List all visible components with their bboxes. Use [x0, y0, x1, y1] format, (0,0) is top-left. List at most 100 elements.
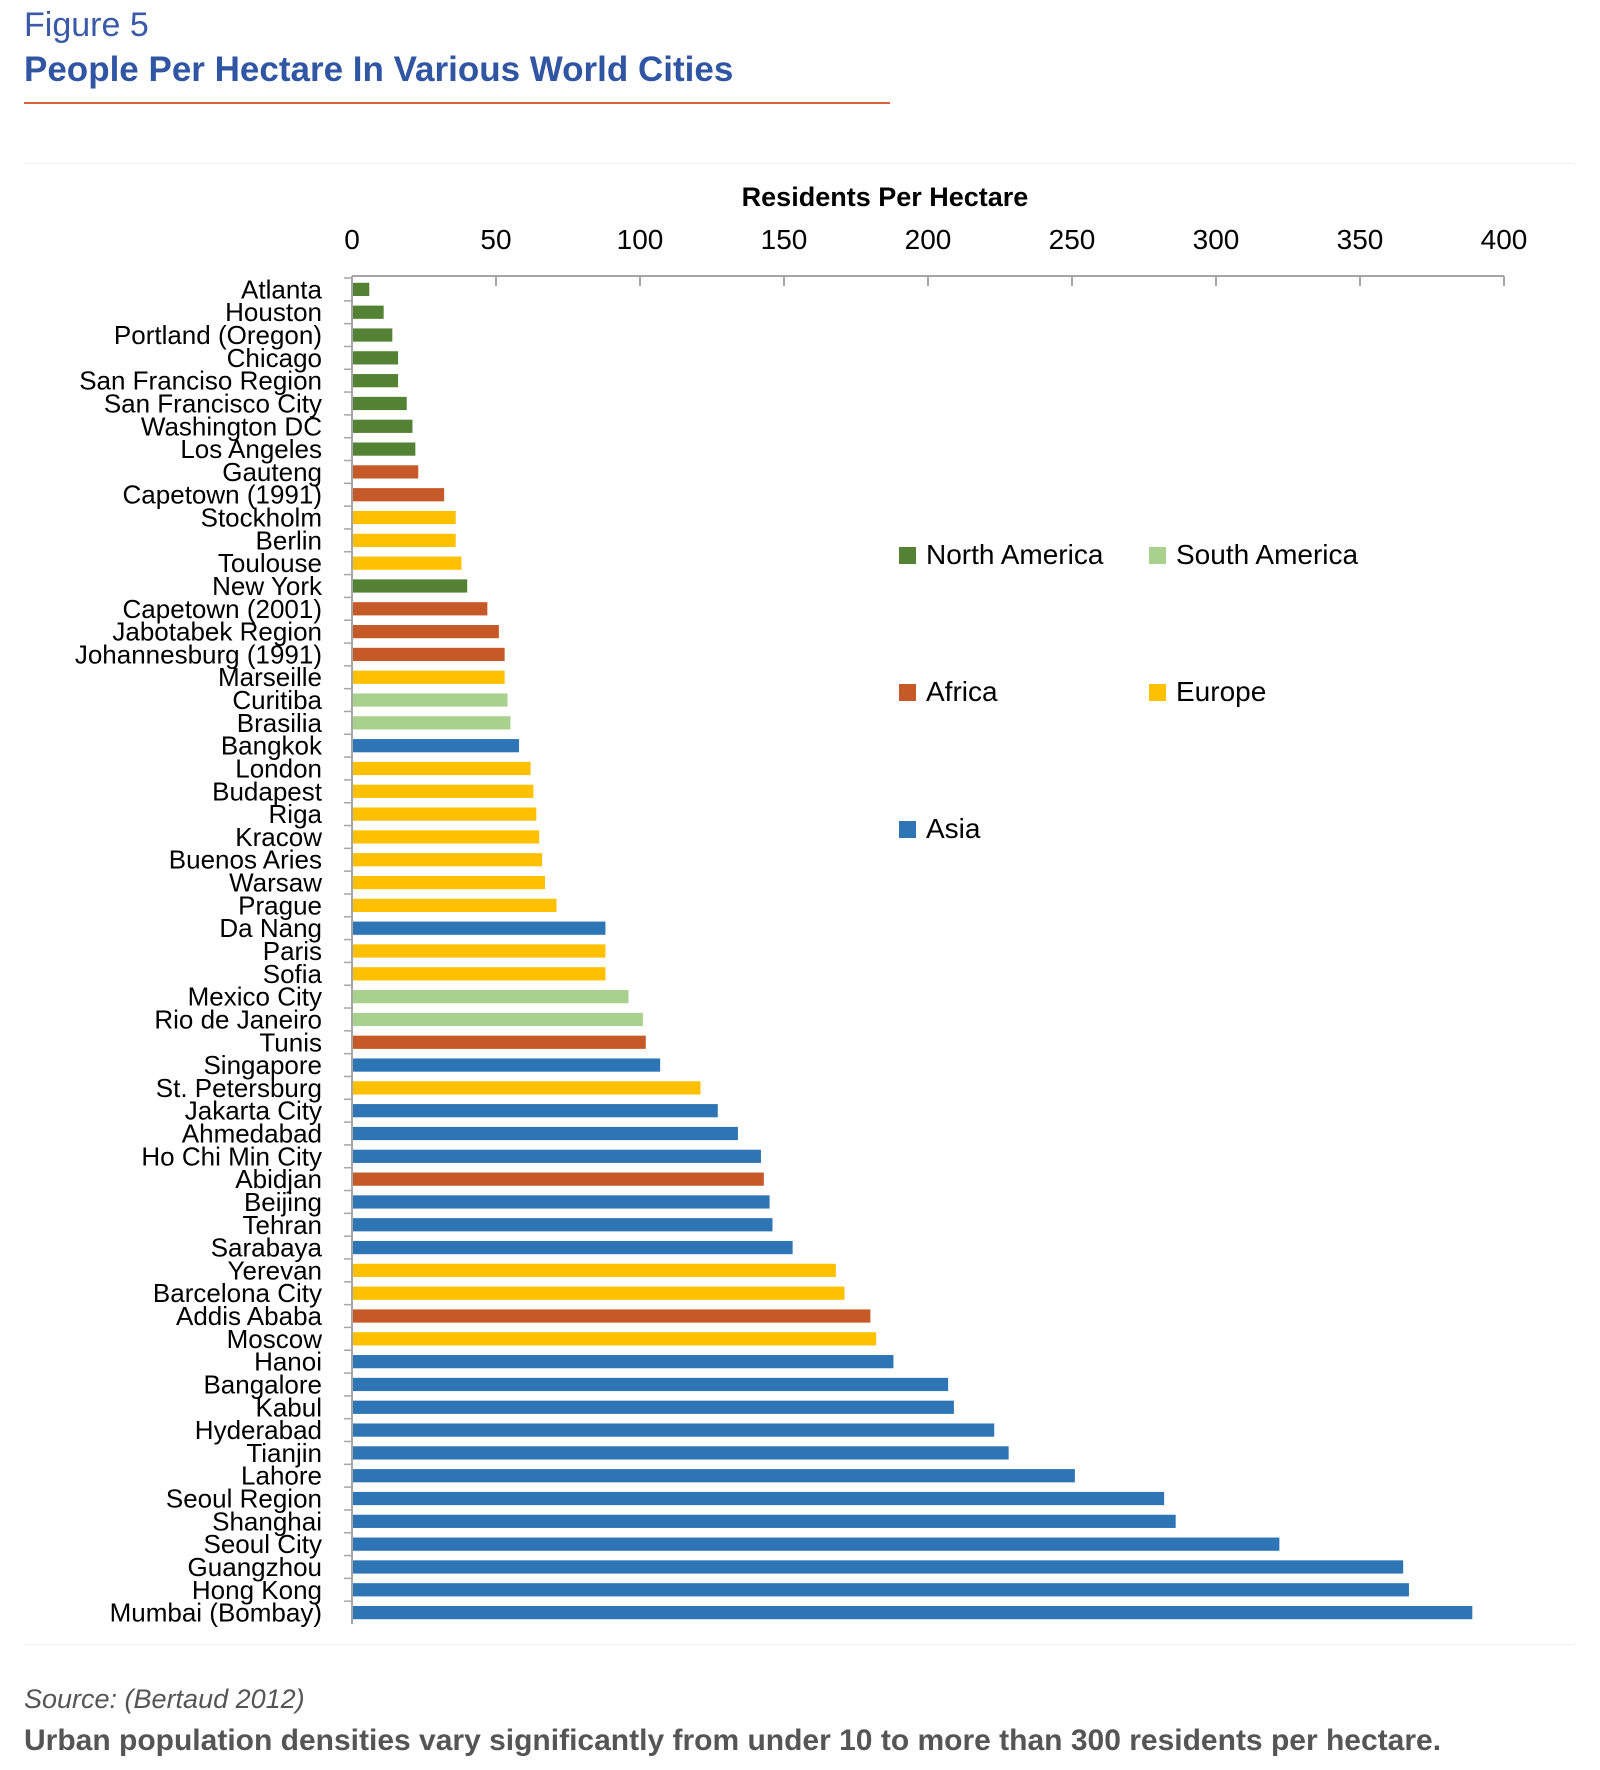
- x-tick-label: 300: [1193, 224, 1240, 255]
- legend-label: Africa: [926, 676, 998, 707]
- y-category-label: Gauteng: [222, 457, 322, 487]
- x-tick-label: 200: [905, 224, 952, 255]
- bar: [353, 488, 445, 502]
- bar: [353, 1012, 643, 1027]
- bar: [353, 670, 505, 684]
- y-category-label: Chicago: [227, 343, 322, 373]
- y-category-label: Hyderabad: [195, 1415, 322, 1445]
- bar: [353, 1400, 954, 1414]
- title-underline: [24, 102, 890, 104]
- bar: [353, 510, 456, 525]
- legend-swatch: [1149, 547, 1166, 564]
- y-category-label: Addis Ababa: [176, 1301, 323, 1331]
- bar: [353, 1240, 793, 1255]
- y-category-label: Guangzhou: [188, 1552, 322, 1582]
- bar: [353, 305, 384, 319]
- legend-label: South America: [1176, 539, 1359, 570]
- y-category-label: Kabul: [256, 1392, 323, 1422]
- y-category-label: London: [235, 753, 322, 783]
- source-note: Source: (Bertaud 2012): [24, 1684, 305, 1714]
- bar: [353, 761, 531, 776]
- y-category-label: Sofia: [263, 959, 323, 989]
- bar-chart: Residents Per Hectare 0 50 100 150 200 250 300…: [75, 182, 1528, 1628]
- y-category-label: Seoul City: [204, 1529, 323, 1559]
- y-category-label: Curitiba: [232, 685, 322, 715]
- y-category-label: Prague: [238, 890, 322, 920]
- legend-swatch: [1149, 684, 1166, 701]
- bar: [353, 1263, 836, 1278]
- y-category-label: San Franciso Region: [79, 366, 322, 396]
- bar: [353, 396, 407, 411]
- y-category-label: Tehran: [243, 1210, 323, 1240]
- x-tick-label: 350: [1337, 224, 1384, 255]
- bar: [353, 1491, 1165, 1506]
- y-category-label: Capetown (1991): [123, 480, 322, 510]
- bars: [353, 282, 1473, 1620]
- y-category-label: Stockholm: [201, 503, 322, 533]
- bar: [353, 875, 545, 890]
- y-category-label: Beijing: [244, 1187, 322, 1217]
- legend-label: Europe: [1176, 676, 1266, 707]
- legend-label: North America: [926, 539, 1104, 570]
- bar: [353, 624, 499, 639]
- y-category-label: Sarabaya: [211, 1233, 323, 1263]
- x-tick-label: 250: [1049, 224, 1096, 255]
- bar: [353, 1583, 1409, 1597]
- legend-label: Asia: [926, 813, 981, 844]
- y-category-label: Johannesburg (1991): [75, 639, 322, 669]
- y-category-label: Ho Chi Min City: [141, 1141, 322, 1171]
- y-category-label: Toulouse: [218, 548, 322, 578]
- y-category-label: Brasilia: [237, 708, 323, 738]
- bar: [353, 716, 511, 730]
- bar: [353, 1514, 1176, 1528]
- bar: [353, 807, 537, 821]
- x-axis-ticks: 0 50 100 150 200 250 300 350 400: [344, 224, 1527, 1624]
- bar: [353, 1423, 995, 1437]
- bar: [353, 1035, 646, 1049]
- y-category-label: Houston: [225, 297, 322, 327]
- bar: [353, 1469, 1075, 1483]
- bar: [353, 693, 508, 707]
- bar: [353, 830, 540, 844]
- y-category-label: Singapore: [203, 1050, 322, 1080]
- bar: [353, 1446, 1009, 1460]
- bar: [353, 1058, 661, 1072]
- y-category-label: Tunis: [259, 1027, 322, 1057]
- y-category-label: Seoul Region: [166, 1484, 322, 1514]
- y-category-label: Shanghai: [212, 1506, 322, 1536]
- y-category-label: Tianjin: [246, 1438, 322, 1468]
- figure-label: Figure 5: [24, 6, 149, 44]
- bar: [353, 1104, 718, 1118]
- y-category-label: Portland (Oregon): [114, 320, 322, 350]
- bar: [353, 784, 534, 798]
- y-category-label: Hong Kong: [192, 1575, 322, 1605]
- legend-swatch: [899, 547, 916, 564]
- y-category-label: Atlanta: [241, 274, 322, 304]
- y-category-label: Lahore: [241, 1461, 322, 1491]
- bar: [353, 1377, 949, 1392]
- y-category-label: St. Petersburg: [156, 1073, 322, 1103]
- bar: [353, 282, 370, 297]
- bar: [353, 853, 543, 867]
- bar: [353, 1218, 773, 1232]
- y-category-label: Budapest: [212, 776, 323, 806]
- bar: [353, 351, 399, 365]
- y-category-label: San Francisco City: [104, 388, 322, 418]
- y-category-label: Yerevan: [228, 1255, 322, 1285]
- y-category-label: Bangalore: [203, 1369, 322, 1399]
- bar: [353, 556, 462, 570]
- bar: [353, 1605, 1473, 1620]
- x-axis-label: Residents Per Hectare: [742, 182, 1029, 212]
- bar: [353, 442, 416, 456]
- bar: [353, 465, 419, 479]
- legend-swatch: [899, 821, 916, 838]
- x-tick-label: 0: [344, 224, 360, 255]
- figure-title: People Per Hectare In Various World Citi…: [24, 50, 734, 89]
- bar: [353, 1537, 1280, 1551]
- legend: North America South America Africa Europe As…: [899, 539, 1359, 844]
- bar: [353, 579, 468, 593]
- bar: [353, 647, 505, 662]
- bar: [353, 1560, 1404, 1574]
- y-category-label: Washington DC: [141, 411, 322, 441]
- y-category-label: Hanoi: [254, 1347, 322, 1377]
